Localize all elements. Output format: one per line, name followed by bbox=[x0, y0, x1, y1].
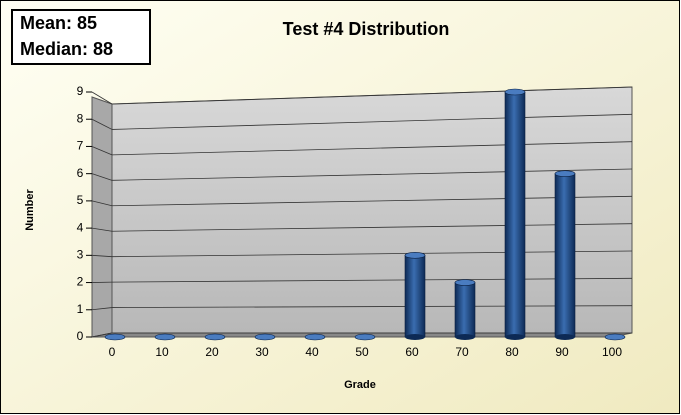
grid-line bbox=[111, 305, 633, 308]
grid-line bbox=[91, 173, 113, 181]
y-tick-label: 8 bbox=[77, 111, 84, 125]
annotation: Median: 88 bbox=[20, 39, 113, 59]
bar-top bbox=[204, 333, 226, 341]
bar-top bbox=[154, 333, 176, 341]
bar-top bbox=[454, 279, 476, 286]
bar-body bbox=[454, 282, 476, 338]
y-axis-title: Number bbox=[24, 189, 36, 231]
bar-base bbox=[455, 334, 475, 340]
bar-top bbox=[604, 333, 626, 341]
x-tick-label: 20 bbox=[205, 345, 219, 359]
x-tick-label: 100 bbox=[602, 345, 622, 359]
x-tick-label: 80 bbox=[505, 345, 519, 359]
bar-body bbox=[554, 173, 576, 338]
x-tick-label: 30 bbox=[255, 345, 269, 359]
y-tick-label: 7 bbox=[77, 139, 84, 153]
grid-line bbox=[111, 113, 633, 130]
bar bbox=[504, 88, 526, 340]
grid-line bbox=[91, 118, 113, 130]
grid-line bbox=[111, 141, 633, 156]
x-tick-label: 50 bbox=[355, 345, 369, 359]
grid-line bbox=[111, 86, 633, 105]
y-tick-label: 5 bbox=[77, 193, 84, 207]
back-wall bbox=[111, 86, 633, 334]
bar bbox=[604, 333, 626, 341]
x-tick-label: 90 bbox=[555, 345, 569, 359]
y-tick-label: 1 bbox=[77, 302, 84, 316]
grid-line bbox=[91, 200, 113, 207]
bar-top bbox=[404, 252, 426, 259]
y-tick-label: 2 bbox=[77, 275, 84, 289]
bar-top bbox=[254, 333, 276, 341]
grid-line bbox=[111, 168, 633, 181]
grid-line bbox=[91, 254, 113, 258]
bar bbox=[554, 170, 576, 340]
bar-body bbox=[404, 255, 426, 338]
grid-line bbox=[91, 146, 113, 156]
grid-line bbox=[111, 195, 633, 207]
bar bbox=[354, 333, 376, 341]
grid-line bbox=[111, 277, 633, 283]
bar-body bbox=[504, 91, 526, 338]
bar-top bbox=[554, 170, 576, 177]
bar bbox=[254, 333, 276, 341]
bar-base bbox=[505, 334, 525, 340]
bar-top bbox=[304, 333, 326, 341]
grid-line bbox=[91, 91, 113, 105]
grid-line bbox=[111, 250, 633, 258]
stats-box bbox=[11, 9, 151, 65]
y-tick-label: 3 bbox=[77, 248, 84, 262]
bar-top bbox=[104, 333, 126, 341]
chart-title: Test #4 Distribution bbox=[283, 19, 450, 39]
bar bbox=[404, 252, 426, 340]
y-tick-label: 6 bbox=[77, 166, 84, 180]
bar-base bbox=[555, 334, 575, 340]
y-tick-label: 4 bbox=[77, 220, 84, 234]
bar bbox=[104, 333, 126, 341]
bar bbox=[154, 333, 176, 341]
x-tick-label: 60 bbox=[405, 345, 419, 359]
bar bbox=[304, 333, 326, 341]
x-tick-label: 70 bbox=[455, 345, 469, 359]
y-tick-label: 0 bbox=[77, 329, 84, 343]
x-tick-label: 40 bbox=[305, 345, 319, 359]
bar-base bbox=[405, 334, 425, 340]
grid-line bbox=[111, 223, 633, 232]
x-tick-label: 0 bbox=[109, 345, 116, 359]
grid-line bbox=[91, 227, 113, 232]
annotation: Mean: 85 bbox=[20, 13, 97, 33]
bar bbox=[204, 333, 226, 341]
y-tick-label: 9 bbox=[77, 84, 84, 98]
x-axis-title: Grade bbox=[344, 379, 376, 391]
grid-line bbox=[91, 332, 113, 338]
bar-top bbox=[354, 333, 376, 341]
bar bbox=[454, 279, 476, 340]
x-tick-label: 10 bbox=[155, 345, 169, 359]
grid-line bbox=[91, 307, 113, 311]
bar-top bbox=[504, 88, 526, 96]
side-wall bbox=[91, 96, 113, 338]
